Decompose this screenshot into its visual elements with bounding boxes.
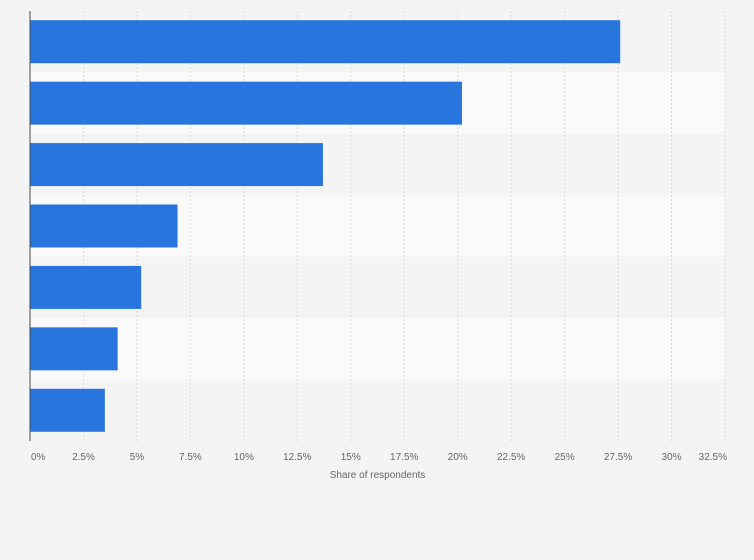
- x-tick-label: 12.5%: [283, 452, 311, 463]
- x-tick-label: 20%: [448, 452, 468, 463]
- bar: [30, 81, 462, 125]
- x-tick-label: 5%: [130, 452, 145, 463]
- row-band: [30, 256, 725, 319]
- bar: [30, 388, 105, 432]
- x-tick-label: 27.5%: [604, 452, 632, 463]
- bar: [30, 327, 118, 371]
- x-tick-label: 0%: [31, 452, 46, 463]
- row-band: [30, 318, 725, 380]
- bar: [30, 143, 323, 187]
- x-tick-label: 2.5%: [72, 452, 95, 463]
- row-band: [30, 379, 725, 441]
- x-tick-label: 7.5%: [179, 452, 202, 463]
- x-tick-label: 30%: [662, 452, 682, 463]
- x-tick-label: 25%: [555, 452, 575, 463]
- x-tick-label: 17.5%: [390, 452, 418, 463]
- bars: [30, 20, 621, 432]
- bar: [30, 20, 621, 64]
- x-axis-title: Share of respondents: [330, 470, 426, 481]
- x-axis-ticks: 0% 2.5% 5% 7.5% 10% 12.5% 15% 17.5% 20% 22.5% 25% 2…: [31, 452, 727, 463]
- row-bands: [30, 11, 725, 441]
- bar: [30, 204, 178, 248]
- x-tick-label: 10%: [234, 452, 254, 463]
- x-tick-label: 15%: [341, 452, 361, 463]
- x-tick-label: 32.5%: [699, 452, 727, 463]
- x-tick-label: 22.5%: [497, 452, 525, 463]
- bar: [30, 265, 142, 309]
